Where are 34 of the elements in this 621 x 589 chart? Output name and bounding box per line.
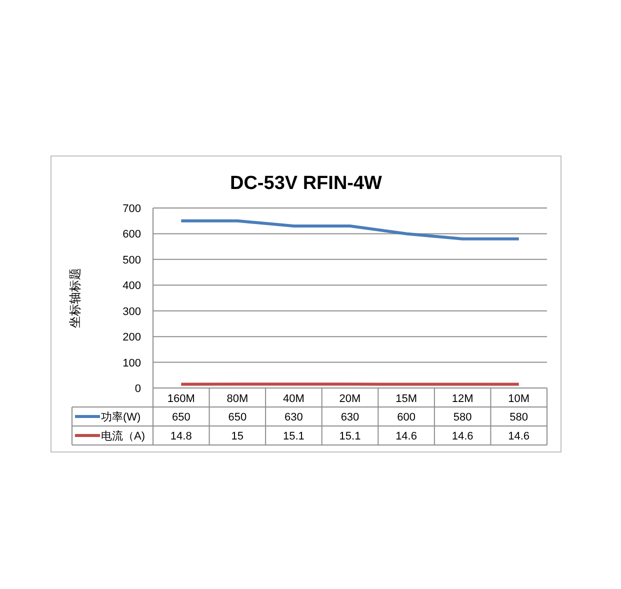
data-label: 15.1	[283, 430, 304, 442]
y-tick-label: 200	[122, 332, 141, 344]
x-tick-label: 40M	[283, 393, 304, 405]
y-tick-label: 600	[122, 228, 141, 241]
data-label: 14.6	[508, 430, 530, 442]
legend-label: 功率(W)	[101, 410, 141, 424]
data-label: 630	[340, 412, 360, 424]
data-label: 650	[172, 412, 190, 424]
x-tick-label: 10M	[508, 393, 530, 405]
x-tick-label: 20M	[339, 393, 361, 405]
legend-label: 电流（A)	[101, 430, 145, 442]
y-tick-label: 500	[122, 254, 141, 266]
y-axis-title: 坐标轴标题	[68, 268, 82, 328]
data-label: 650	[228, 412, 247, 424]
data-label: 630	[284, 412, 303, 424]
x-tick-label: 12M	[452, 393, 474, 405]
y-tick-label: 300	[122, 306, 141, 318]
data-label: 600	[397, 412, 416, 424]
y-tick-label: 0	[134, 383, 141, 395]
data-label: 15	[231, 430, 244, 442]
data-label: 14.8	[170, 430, 192, 442]
data-label: 14.6	[396, 430, 417, 442]
data-label: 15.1	[339, 430, 361, 442]
data-label: 14.6	[452, 430, 474, 442]
x-tick-label: 80M	[226, 393, 248, 405]
data-label: 580	[510, 412, 528, 424]
x-tick-label: 15M	[396, 393, 417, 405]
y-tick-label: 400	[122, 280, 141, 292]
chart-title: DC-53V RFIN-4W	[230, 173, 382, 194]
data-label: 580	[453, 412, 472, 424]
y-tick-label: 100	[122, 357, 141, 370]
x-tick-label: 160M	[167, 393, 195, 405]
line-series	[180, 219, 520, 240]
y-tick-label: 700	[122, 203, 141, 215]
